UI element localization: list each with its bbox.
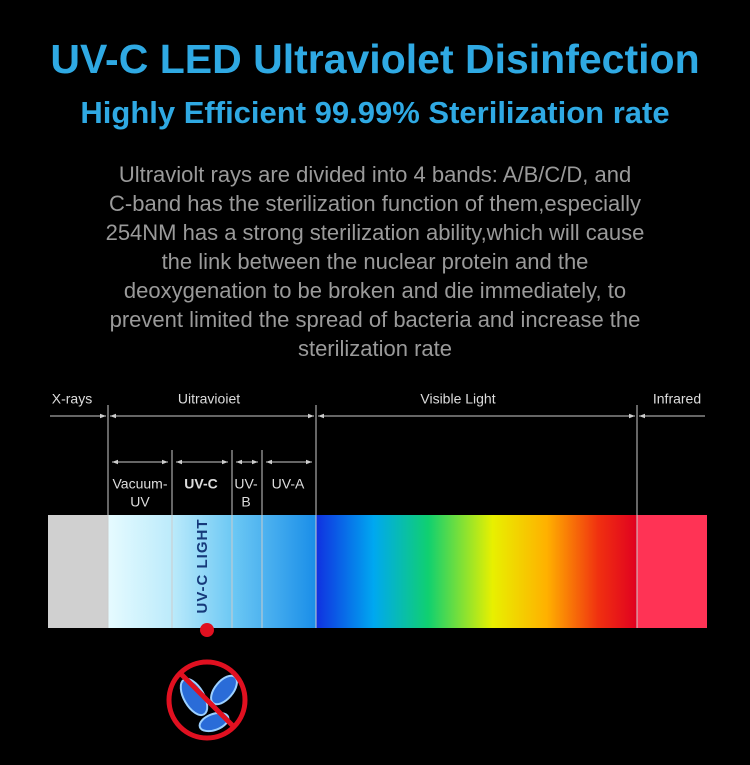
region-label: Visible Light <box>420 391 495 407</box>
uv-band <box>108 515 316 628</box>
description-line: sterilization rate <box>298 336 452 361</box>
description-line: the link between the nuclear protein and… <box>162 249 589 274</box>
band-label: UV-A <box>272 476 305 492</box>
title: UV-C LED Ultraviolet Disinfection <box>50 36 699 82</box>
prohibit-slash <box>178 671 236 729</box>
subtitle: Highly Efficient 99.99% Sterilization ra… <box>80 95 669 130</box>
description-line: prevent limited the spread of bacteria a… <box>110 307 641 332</box>
band-label: UV <box>130 494 150 510</box>
infrared-band <box>637 515 707 628</box>
uvc-light-label: UV-C LIGHT <box>194 519 211 614</box>
description-line: 254NM has a strong sterilization ability… <box>106 220 645 245</box>
description-line: Ultraviolt rays are divided into 4 bands… <box>119 162 631 187</box>
visible-band <box>316 515 637 628</box>
description-line: C-band has the sterilization function of… <box>109 191 641 216</box>
region-label: Infrared <box>653 391 701 407</box>
bacteria-icon <box>166 659 248 741</box>
region-label: X-rays <box>52 391 92 407</box>
marker-dot <box>200 623 214 637</box>
arrows <box>50 413 705 465</box>
xray-band <box>48 515 108 628</box>
band-label: B <box>241 494 250 510</box>
band-label: Vacuum- <box>113 476 168 492</box>
region-label: Uitravioiet <box>178 391 240 407</box>
spectrum-bar <box>48 405 707 628</box>
band-label: UV-C <box>184 476 217 492</box>
prohibit-circle <box>166 659 248 741</box>
band-label: UV- <box>234 476 258 492</box>
description-line: deoxygenation to be broken and die immed… <box>124 278 626 303</box>
labels: X-rays Uitravioiet Visible Light Infrared Va… <box>52 391 701 510</box>
description: Ultraviolt rays are divided into 4 bands… <box>106 162 645 361</box>
